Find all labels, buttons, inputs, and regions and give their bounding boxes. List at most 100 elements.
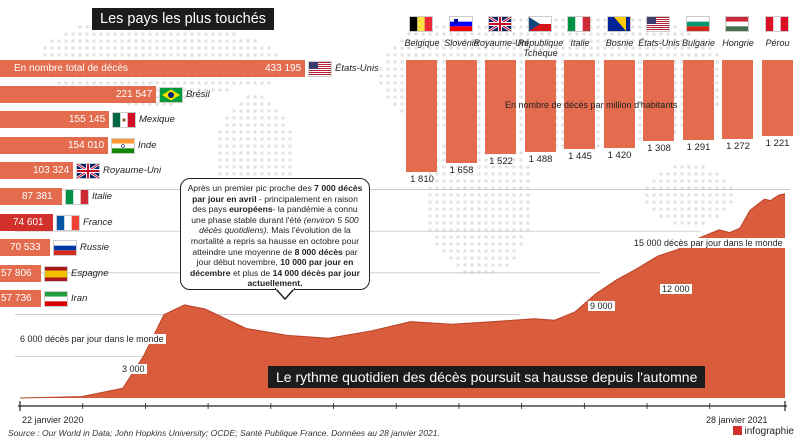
hbar-country-label: Brésil [186,88,210,100]
vbar-value-label: 1 272 [726,141,750,152]
hbar-country-label: France [83,216,113,228]
vbar-value-label: 1 445 [568,151,592,162]
hbar-5 [0,188,62,205]
brand-logo: infographie [732,426,794,437]
source-note: Source : Our World in Data; John Hopkins… [8,428,440,438]
hbar-9 [0,290,41,308]
br-sil-flag-icon [159,86,183,103]
vbar-1 [445,60,477,163]
royaume-uni-flag-icon [488,16,512,32]
slov-nie-flag-icon [448,16,473,32]
royaume-uni-flag-icon [76,163,100,180]
italie-flag-icon [65,189,89,205]
hbar-country-label: Iran [71,293,88,305]
hbar-value-label: 221 547 [116,88,153,100]
hbar-value-label: 70 533 [10,242,41,254]
headline: Le rythme quotidien des décès poursuit s… [268,366,706,388]
hbar-4 [0,162,73,180]
hbar-unit-label: En nombre total de décès [14,63,128,74]
line-label-6000: 6 000 décès par jour dans le monde [18,334,166,344]
vbar-value-label: 1 810 [410,174,434,185]
hbar-value-label: 155 145 [69,114,106,126]
mexique-flag-icon [112,112,136,129]
bosnie-flag-icon [606,16,631,32]
date-start: 22 janvier 2020 [22,415,84,425]
vbar-5 [603,60,635,148]
hbar-value-label: 57 736 [1,293,32,305]
hbar-country-label: États-Unis [335,63,379,74]
bulgarie-flag-icon [685,16,710,32]
daily-deaths-area [20,193,785,398]
vbar-value-label: 1 308 [647,143,671,154]
iran-flag-icon [44,291,68,308]
belgique-flag-icon [409,16,433,32]
hbar-value-label: 57 806 [1,267,32,279]
vbar-value-label: 1 522 [489,156,513,167]
callout-text: Après un premier pic proche des 7 000 dé… [180,178,370,290]
vbar-9 [761,60,793,136]
france-flag-icon [56,214,80,231]
hbar-country-label: Italie [92,191,113,202]
vbar-6 [643,60,674,141]
vbar-country-label: Royaume-Uni [473,38,529,48]
vbar-value-label: 1 658 [449,165,474,176]
inde-flag-icon [111,137,135,154]
hbar-country-label: Royaume-Uni [103,165,162,177]
-tats-unis-flag-icon [646,16,670,32]
page-title: Les pays les plus touchés [92,8,275,30]
callout-pointer [275,288,295,300]
vbar-country-label: Bulgarie [681,38,716,48]
hbar-2 [0,111,109,129]
line-label-9000: 9 000 [588,301,615,311]
vbar-country-label: Belgique [404,38,440,48]
hbar-8 [0,264,41,282]
-tats-unis-flag-icon [308,61,332,77]
vbar-3 [524,60,556,152]
vbar-value-label: 1 420 [607,150,632,161]
vbar-country-label: Pérou [765,38,790,48]
vbar-2 [485,60,516,154]
hbar-country-label: Inde [138,139,157,151]
italie-flag-icon [567,16,591,32]
line-label-15000: 15 000 décès par jour dans le monde [632,238,785,248]
hbar-country-label: Mexique [139,114,175,126]
hbar-0 [0,60,305,77]
vbar-value-label: 1 291 [686,142,711,153]
brand-square-icon [732,426,742,435]
hongrie-flag-icon [725,16,749,32]
hbar-value-label: 154 010 [68,139,105,151]
hbar-value-label: 74 601 [13,216,44,228]
hbar-country-label: Espagne [71,267,109,279]
russie-flag-icon [53,240,77,257]
vbar-country-label: Bosnie [605,38,634,48]
vbar-value-label: 1 221 [765,138,790,149]
vbar-country-label: République Tchèque [517,38,564,58]
vbar-value-label: 1 488 [528,154,553,165]
hbar-value-label: 103 324 [33,165,70,177]
vbar-7 [682,60,714,140]
hbar-7 [0,239,50,257]
daily-deaths-line [19,193,786,399]
hbar-3 [0,136,108,154]
line-label-12000: 12 000 [660,284,692,294]
vbar-0 [406,60,437,172]
vbar-4 [564,60,595,149]
vbar-country-label: États-Unis [638,38,680,48]
hbar-value-label: 433 195 [265,63,302,74]
vbar-country-label: Hongrie [722,38,754,48]
hbar-value-label: 87 381 [22,191,53,202]
espagne-flag-icon [44,265,68,282]
vbar-8 [722,60,753,139]
hbar-6 [0,213,53,231]
hbar-country-label: Russie [80,242,110,254]
vbar-country-label: Italie [570,38,590,48]
p-rou-flag-icon [764,16,789,32]
hbar-1 [0,85,156,103]
vbar-unit-label: En nombre de décès par million d'habitan… [505,100,678,110]
vbar-country-label: Slovénie [444,38,479,48]
r-publique-tch-que-flag-icon [527,16,552,32]
date-end: 28 janvier 2021 [706,415,768,425]
line-label-3000: 3 000 [120,364,147,374]
